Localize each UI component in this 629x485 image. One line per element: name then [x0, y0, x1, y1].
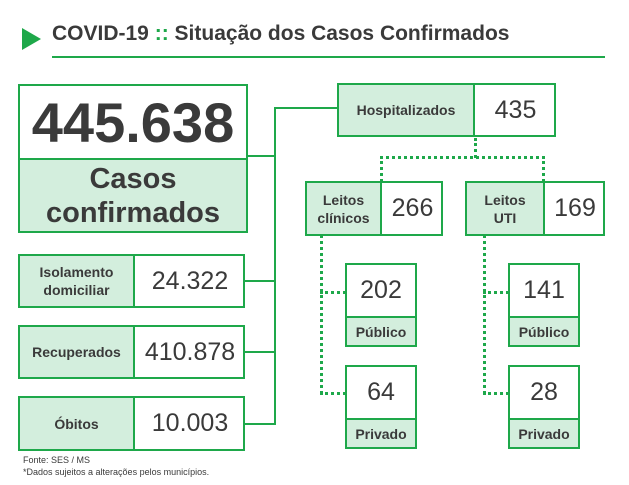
- clinicos-privado-box: 64 Privado: [345, 365, 417, 449]
- dotted-connector-uti-publico: [483, 291, 509, 294]
- uti-privado-box: 28 Privado: [508, 365, 580, 449]
- source-note: Fonte: SES / MS: [23, 455, 91, 465]
- header-divider: [52, 56, 605, 58]
- hospitalizados-value: 435: [494, 95, 537, 124]
- clinicos-publico-value: 202: [360, 276, 402, 304]
- obitos-box: Óbitos 10.003: [18, 396, 245, 451]
- dotted-connector-to-clinicos: [380, 156, 383, 182]
- uti-publico-label: Público: [510, 316, 578, 345]
- leitos-clinicos-value: 266: [391, 194, 434, 222]
- disclaimer-note: *Dados sujeitos a alterações pelos munic…: [23, 467, 210, 477]
- leitos-uti-value: 169: [554, 194, 596, 222]
- uti-publico-value: 141: [523, 276, 565, 304]
- dotted-connector-split: [380, 156, 545, 159]
- dotted-connector-hosp-down: [474, 138, 477, 158]
- dotted-connector-uti-trunk: [483, 235, 486, 394]
- title-prefix: COVID-19: [52, 22, 149, 45]
- hospitalizados-box: Hospitalizados 435: [337, 83, 556, 137]
- recuperados-label: Recuperados: [20, 327, 135, 377]
- connector-total: [246, 155, 276, 157]
- total-cases-box: 445.638 Casos confirmados: [18, 84, 248, 233]
- connector-recuperados: [243, 351, 276, 353]
- connector-isolamento: [243, 280, 276, 282]
- clinicos-publico-label: Público: [347, 316, 415, 345]
- uti-privado-label: Privado: [510, 418, 578, 447]
- obitos-label: Óbitos: [20, 398, 135, 449]
- dotted-connector-clinicos-publico: [320, 291, 346, 294]
- leitos-clinicos-label: Leitos clínicos: [307, 183, 382, 234]
- total-cases-label: Casos confirmados: [20, 158, 246, 231]
- clinicos-privado-value: 64: [367, 378, 395, 406]
- dotted-connector-to-uti: [542, 156, 545, 182]
- leitos-uti-label: Leitos UTI: [467, 183, 545, 234]
- connector-hospitalizados: [274, 107, 339, 109]
- recuperados-value: 410.878: [144, 337, 236, 366]
- obitos-value: 10.003: [151, 409, 229, 437]
- isolamento-box: Isolamento domiciliar 24.322: [18, 254, 245, 308]
- dotted-connector-clinicos-trunk: [320, 235, 323, 394]
- dotted-connector-uti-privado: [483, 392, 509, 395]
- recuperados-box: Recuperados 410.878: [18, 325, 245, 379]
- play-triangle-icon: [22, 28, 41, 50]
- title-separator: ::: [154, 22, 169, 45]
- dotted-connector-clinicos-privado: [320, 392, 346, 395]
- uti-privado-value: 28: [530, 378, 558, 406]
- leitos-uti-box: Leitos UTI 169: [465, 181, 605, 236]
- clinicos-privado-label: Privado: [347, 418, 415, 447]
- total-cases-value: 445.638: [31, 90, 235, 154]
- uti-publico-box: 141 Público: [508, 263, 580, 347]
- isolamento-value: 24.322: [151, 266, 229, 295]
- page-title: COVID-19 :: Situação dos Casos Confirmad…: [52, 22, 509, 46]
- leitos-clinicos-box: Leitos clínicos 266: [305, 181, 443, 236]
- connector-trunk: [274, 108, 276, 425]
- isolamento-label: Isolamento domiciliar: [20, 256, 135, 306]
- clinicos-publico-box: 202 Público: [345, 263, 417, 347]
- hospitalizados-label: Hospitalizados: [339, 85, 475, 135]
- connector-obitos: [243, 423, 276, 425]
- title-rest: Situação dos Casos Confirmados: [174, 22, 510, 45]
